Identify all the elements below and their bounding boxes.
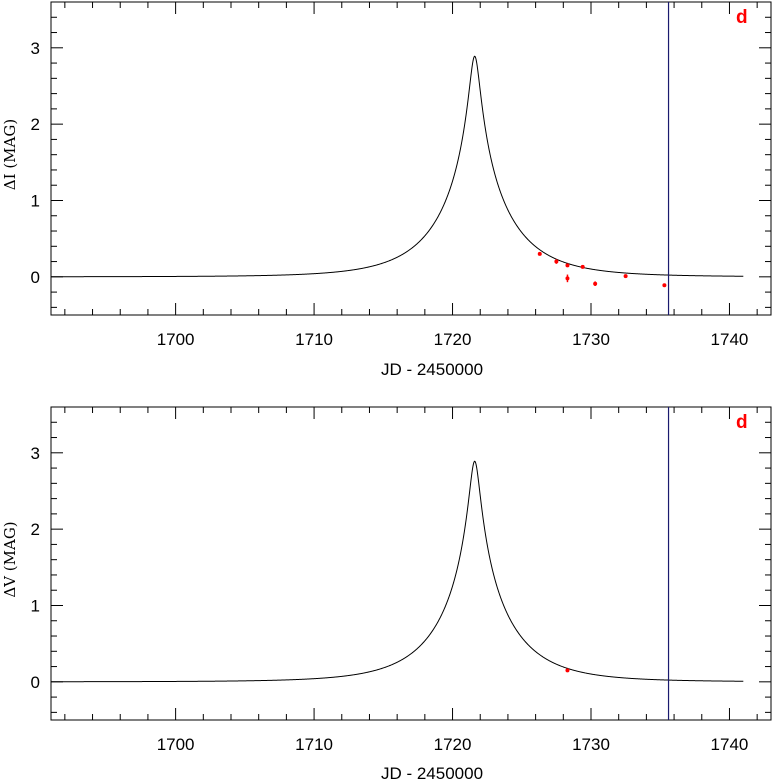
x-tick-label: 1700 — [157, 735, 195, 754]
y-tick-label: 1 — [31, 191, 40, 210]
y-axis-title: ΔI (MAG) — [1, 119, 19, 190]
model-curve — [51, 460, 744, 683]
x-tick-label: 1740 — [711, 330, 749, 349]
panel-label: d — [736, 7, 748, 28]
x-tick-label: 1710 — [295, 735, 333, 754]
plot-frame — [50, 406, 772, 721]
y-tick-label: 2 — [31, 520, 40, 539]
x-tick-label: 1720 — [434, 330, 472, 349]
x-tick-label: 1730 — [572, 330, 610, 349]
data-point — [565, 668, 570, 673]
y-tick-label: 2 — [31, 115, 40, 134]
x-tick-label: 1700 — [157, 330, 195, 349]
data-point — [565, 276, 570, 281]
x-axis-title: JD - 2450000 — [381, 764, 483, 782]
x-tick-label: 1740 — [711, 735, 749, 754]
y-tick-label: 3 — [31, 444, 40, 463]
data-point — [623, 274, 628, 279]
data-point — [554, 259, 559, 264]
data-point — [580, 264, 585, 269]
model-curve — [51, 55, 744, 278]
panel-label: d — [736, 412, 748, 433]
y-tick-label: 0 — [31, 268, 40, 287]
data-point — [565, 263, 570, 268]
x-tick-label: 1720 — [434, 735, 472, 754]
x-tick-label: 1730 — [572, 735, 610, 754]
panel-top: 1700 1710 1720 1730 1740 0 1 2 3 JD - 2450000 ΔI (… — [1, 1, 772, 379]
data-point — [593, 281, 598, 286]
data-point — [537, 251, 542, 256]
x-tick-label: 1710 — [295, 330, 333, 349]
y-tick-label: 3 — [31, 39, 40, 58]
y-tick-label: 0 — [31, 673, 40, 692]
plot-frame — [50, 1, 772, 316]
data-point — [662, 283, 667, 288]
y-tick-label: 1 — [31, 596, 40, 615]
x-axis-title: JD - 2450000 — [381, 360, 483, 379]
panel-bottom: 1700 1710 1720 1730 1740 0 1 2 3 JD - 2450000 ΔV (… — [1, 406, 772, 782]
y-axis-title: ΔV (MAG) — [1, 521, 19, 597]
